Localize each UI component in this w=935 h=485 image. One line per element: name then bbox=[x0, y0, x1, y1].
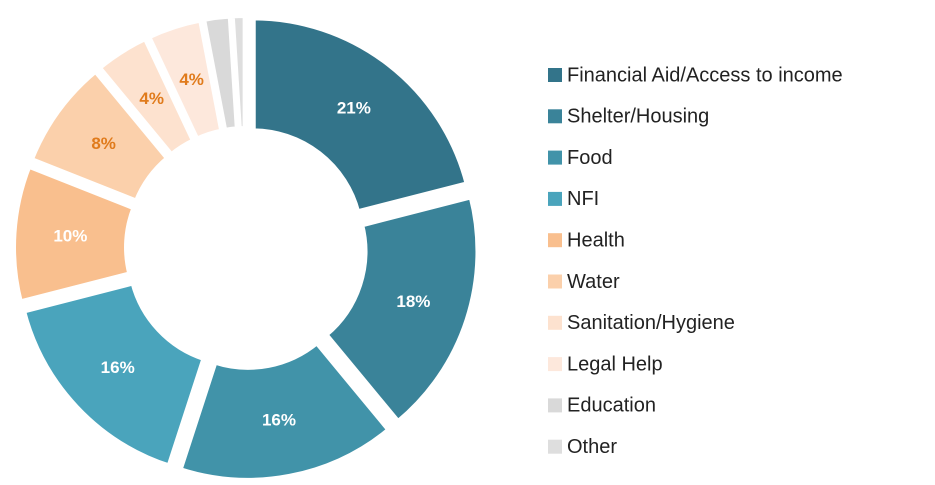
slice bbox=[26, 66, 173, 206]
legend-swatch bbox=[548, 150, 562, 165]
legend-swatch bbox=[548, 315, 562, 330]
legend-swatch bbox=[548, 398, 562, 413]
data-label: 16% bbox=[101, 358, 135, 377]
data-label: 21% bbox=[337, 98, 371, 117]
data-label: 16% bbox=[262, 410, 296, 429]
legend-label: Financial Aid/Access to income bbox=[567, 64, 843, 86]
legend-label: Other bbox=[567, 436, 617, 458]
legend-swatch bbox=[548, 68, 562, 82]
legend-swatch bbox=[548, 357, 562, 372]
slice bbox=[321, 192, 482, 427]
slice bbox=[19, 278, 209, 471]
data-label: 18% bbox=[396, 292, 430, 311]
legend-label: Legal Help bbox=[567, 353, 663, 375]
data-label: 10% bbox=[53, 226, 87, 245]
legend-swatch bbox=[548, 233, 562, 248]
data-label: 8% bbox=[91, 134, 116, 153]
legend-label: Food bbox=[567, 147, 613, 169]
legend-label: Health bbox=[567, 229, 625, 251]
legend-swatch bbox=[548, 274, 562, 289]
legend-label: Education bbox=[567, 395, 656, 417]
slice bbox=[228, 12, 249, 133]
data-label: 4% bbox=[139, 89, 164, 108]
legend-label: NFI bbox=[567, 188, 599, 210]
legend-label: Water bbox=[567, 271, 620, 293]
legend-swatch bbox=[548, 109, 562, 124]
slice bbox=[175, 337, 394, 484]
slice bbox=[10, 161, 139, 307]
legend-label: Shelter/Housing bbox=[567, 106, 709, 128]
legend-label: Sanitation/Hygiene bbox=[567, 312, 735, 334]
slice bbox=[249, 14, 472, 217]
legend-swatch bbox=[548, 439, 562, 454]
data-label: 4% bbox=[179, 70, 204, 89]
legend-swatch bbox=[548, 191, 562, 206]
